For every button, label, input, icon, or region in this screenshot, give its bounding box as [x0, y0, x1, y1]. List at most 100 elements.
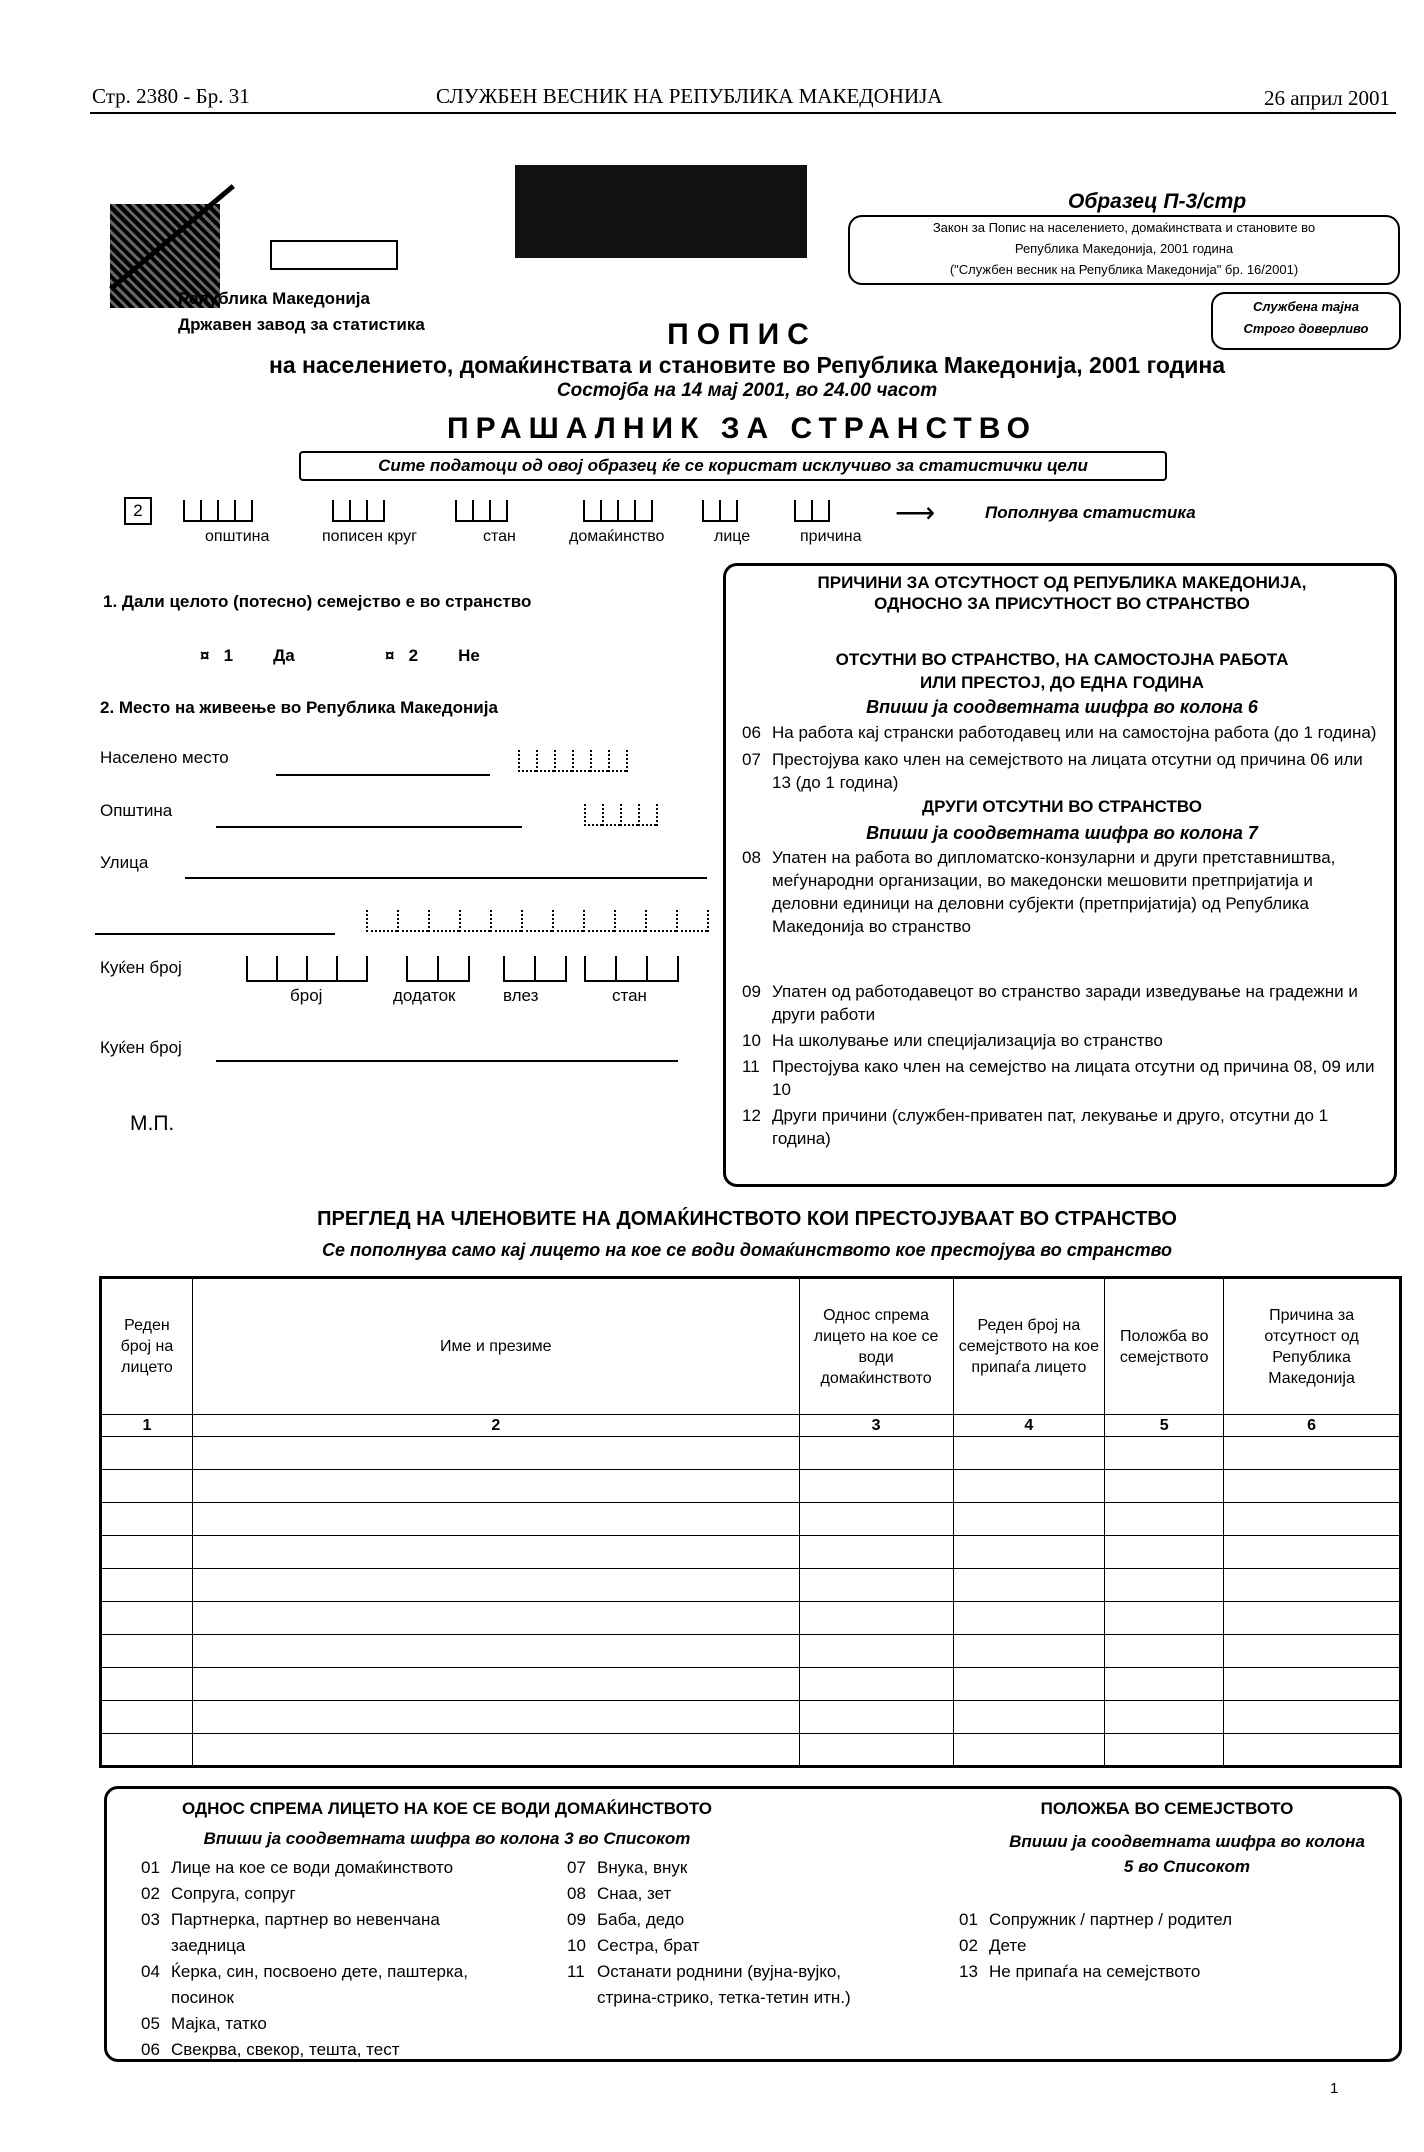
table-cell[interactable] — [1223, 1601, 1401, 1635]
table-cell[interactable] — [798, 1502, 954, 1536]
table-cell[interactable] — [952, 1568, 1106, 1602]
table-cell[interactable] — [191, 1700, 800, 1734]
relation-code: 06 — [141, 2040, 160, 2059]
code-municipality[interactable] — [183, 500, 253, 522]
table-cell[interactable] — [1104, 1601, 1225, 1635]
code-census-circle[interactable] — [332, 500, 385, 522]
street-code[interactable] — [366, 910, 709, 932]
table-cell[interactable] — [952, 1469, 1106, 1503]
statistical-use-notice: Сите податоци од овој образец ќе се кори… — [299, 451, 1167, 481]
table-cell[interactable] — [1104, 1568, 1225, 1602]
table-cell[interactable] — [1223, 1733, 1401, 1767]
table-cell[interactable] — [1104, 1535, 1225, 1569]
table-cell[interactable] — [1104, 1436, 1225, 1470]
settlement-input[interactable] — [276, 774, 490, 776]
street-input-2[interactable] — [95, 933, 335, 935]
relation-code: 07 — [567, 1858, 586, 1877]
table-cell[interactable] — [1104, 1733, 1225, 1767]
settlement-code[interactable] — [518, 750, 628, 772]
municipality-code[interactable] — [584, 804, 658, 826]
checkbox-icon[interactable]: ¤ — [200, 646, 210, 665]
table-cell[interactable] — [798, 1634, 954, 1668]
table-cell[interactable] — [798, 1436, 954, 1470]
table-cell[interactable] — [100, 1700, 193, 1734]
table-cell[interactable] — [798, 1469, 954, 1503]
table-cell[interactable] — [100, 1502, 193, 1536]
house-number-boxes[interactable] — [246, 956, 368, 982]
arrow-right-icon: ⟶ — [895, 497, 936, 528]
house-suffix-boxes[interactable] — [406, 956, 470, 982]
table-cell[interactable] — [798, 1601, 954, 1635]
reason-code: 12 — [742, 1106, 761, 1125]
table-cell[interactable] — [952, 1436, 1106, 1470]
table-cell[interactable] — [1223, 1700, 1401, 1734]
table-cell[interactable] — [952, 1601, 1106, 1635]
table-cell[interactable] — [100, 1601, 193, 1635]
table-cell[interactable] — [100, 1469, 193, 1503]
table-cell[interactable] — [100, 1733, 193, 1767]
municipality-input[interactable] — [216, 826, 522, 828]
table-cell[interactable] — [798, 1733, 954, 1767]
table-cell[interactable] — [100, 1436, 193, 1470]
table-cell[interactable] — [1223, 1634, 1401, 1668]
entrance-boxes[interactable] — [503, 956, 567, 982]
table-cell[interactable] — [100, 1568, 193, 1602]
reason-text: Престојува како член на семејството на л… — [772, 750, 1363, 792]
table-cell[interactable] — [798, 1667, 954, 1701]
code-dwelling[interactable] — [455, 500, 508, 522]
reason-text: Престојува како член на семејство на лиц… — [772, 1057, 1375, 1099]
table-cell[interactable] — [1104, 1502, 1225, 1536]
table-cell[interactable] — [1223, 1502, 1401, 1536]
apartment-boxes[interactable] — [584, 956, 679, 982]
table-cell[interactable] — [191, 1469, 800, 1503]
table-cell[interactable] — [1104, 1667, 1225, 1701]
table-cell[interactable] — [798, 1700, 954, 1734]
code-reason[interactable] — [794, 500, 830, 522]
table-cell[interactable] — [100, 1634, 193, 1668]
table-cell[interactable] — [191, 1535, 800, 1569]
code-household[interactable] — [583, 500, 653, 522]
code-person[interactable] — [702, 500, 738, 522]
table-cell[interactable] — [952, 1535, 1106, 1569]
option-yes[interactable]: ¤ 1 Да — [200, 646, 295, 666]
table-cell[interactable] — [191, 1436, 800, 1470]
table-cell[interactable] — [1104, 1469, 1225, 1503]
table-cell[interactable] — [1104, 1700, 1225, 1734]
street-input[interactable] — [185, 877, 707, 879]
table-cell[interactable] — [798, 1568, 954, 1602]
table-cell[interactable] — [952, 1733, 1106, 1767]
table-cell[interactable] — [191, 1667, 800, 1701]
table-cell[interactable] — [952, 1667, 1106, 1701]
table-cell[interactable] — [1223, 1667, 1401, 1701]
table-cell[interactable] — [798, 1535, 954, 1569]
house-number-input[interactable] — [216, 1060, 678, 1062]
table-cell[interactable] — [952, 1634, 1106, 1668]
table-cell[interactable] — [100, 1535, 193, 1569]
table-row — [100, 1667, 1401, 1701]
table-cell[interactable] — [1104, 1634, 1225, 1668]
table-cell[interactable] — [191, 1733, 800, 1767]
checkbox-icon[interactable]: ¤ — [385, 646, 395, 665]
reference-date: Состојба на 14 мај 2001, во 24.00 часот — [556, 380, 938, 401]
table-cell[interactable] — [191, 1568, 800, 1602]
column-number: 1 — [100, 1414, 193, 1437]
relation-text: Снаа, зет — [597, 1884, 672, 1903]
table-cell[interactable] — [1223, 1568, 1401, 1602]
column-number: 5 — [1104, 1414, 1225, 1437]
table-cell[interactable] — [1223, 1535, 1401, 1569]
table-cell[interactable] — [952, 1502, 1106, 1536]
option-label: Да — [273, 646, 295, 665]
table-cell[interactable] — [100, 1667, 193, 1701]
column-header: Однос спрема лицето на кое се води домаќ… — [798, 1277, 954, 1415]
relation-code: 09 — [567, 1910, 586, 1929]
id-box[interactable] — [270, 240, 398, 270]
table-cell[interactable] — [1223, 1436, 1401, 1470]
table-cell[interactable] — [1223, 1469, 1401, 1503]
house-label: додаток — [393, 986, 456, 1005]
option-no[interactable]: ¤ 2 Не — [385, 646, 480, 666]
relation-text: Внука, внук — [597, 1858, 688, 1877]
table-cell[interactable] — [191, 1601, 800, 1635]
table-cell[interactable] — [191, 1502, 800, 1536]
table-cell[interactable] — [952, 1700, 1106, 1734]
table-cell[interactable] — [191, 1634, 800, 1668]
